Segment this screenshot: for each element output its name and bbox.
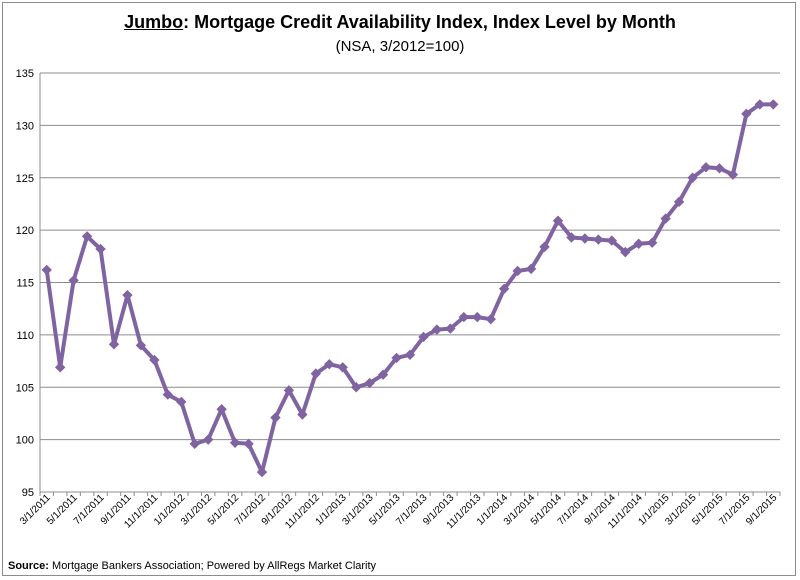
data-point — [727, 169, 739, 180]
data-point — [108, 339, 120, 350]
source-text: Mortgage Bankers Association; Powered by… — [48, 560, 377, 572]
data-point — [149, 354, 160, 366]
data-point — [660, 213, 671, 224]
data-point — [189, 438, 200, 450]
chart-title: Jumbo: Mortgage Credit Availability Inde… — [0, 12, 800, 33]
data-point — [539, 241, 550, 253]
data-point — [54, 362, 66, 373]
y-tick-label: 115 — [16, 278, 34, 290]
data-point — [270, 412, 281, 423]
data-point — [485, 313, 496, 325]
source-label: Source: — [8, 560, 49, 572]
y-tick-label: 95 — [22, 487, 34, 499]
data-point — [364, 377, 375, 389]
data-point — [700, 162, 712, 173]
data-point — [243, 438, 254, 450]
data-point — [229, 437, 241, 448]
chart-title-prefix: Jumbo — [124, 12, 184, 32]
data-point — [579, 233, 591, 244]
data-point — [566, 232, 577, 243]
data-point — [162, 389, 174, 400]
data-point — [324, 358, 335, 370]
data-point — [377, 369, 389, 380]
data-point — [741, 108, 752, 120]
data-point — [122, 289, 133, 301]
y-tick-label: 125 — [16, 173, 34, 185]
data-point — [593, 234, 604, 245]
data-point — [404, 349, 416, 360]
y-tick-label: 130 — [16, 120, 34, 132]
data-point — [350, 382, 362, 393]
data-point — [673, 196, 685, 208]
data-point — [646, 237, 658, 248]
data-point — [687, 172, 698, 183]
data-point — [445, 323, 456, 334]
data-point — [418, 331, 429, 343]
y-tick-label: 110 — [16, 330, 34, 342]
data-point — [512, 265, 523, 277]
data-point — [216, 404, 227, 415]
data-point — [606, 235, 618, 246]
data-point — [472, 311, 483, 323]
data-point — [176, 396, 187, 408]
data-point — [256, 466, 268, 478]
data-point — [310, 368, 322, 379]
data-point — [768, 99, 779, 110]
data-point — [633, 238, 644, 249]
data-point — [525, 263, 537, 275]
data-point — [620, 246, 631, 258]
y-tick-label: 135 — [16, 68, 34, 80]
data-point — [552, 215, 564, 226]
data-point — [498, 283, 510, 294]
data-point — [391, 352, 402, 364]
data-point — [68, 275, 79, 286]
chart-title-rest: : Mortgage Credit Availability Index, In… — [183, 12, 676, 32]
data-point — [337, 362, 348, 373]
data-point — [135, 340, 147, 351]
data-point — [41, 264, 52, 276]
data-point — [283, 385, 295, 396]
data-point — [458, 311, 470, 323]
chart-subtitle: (NSA, 3/2012=100) — [335, 38, 465, 55]
data-point — [754, 99, 766, 110]
data-point — [297, 409, 308, 420]
data-point — [714, 163, 725, 174]
data-point — [202, 434, 214, 445]
data-point — [95, 243, 106, 255]
source-note: Source: Mortgage Bankers Association; Po… — [8, 560, 376, 572]
data-point — [81, 231, 93, 242]
data-point — [431, 324, 443, 335]
series-line — [44, 102, 776, 475]
y-tick-label: 105 — [16, 382, 34, 394]
y-tick-label: 100 — [16, 435, 34, 447]
y-tick-label: 120 — [16, 225, 34, 237]
